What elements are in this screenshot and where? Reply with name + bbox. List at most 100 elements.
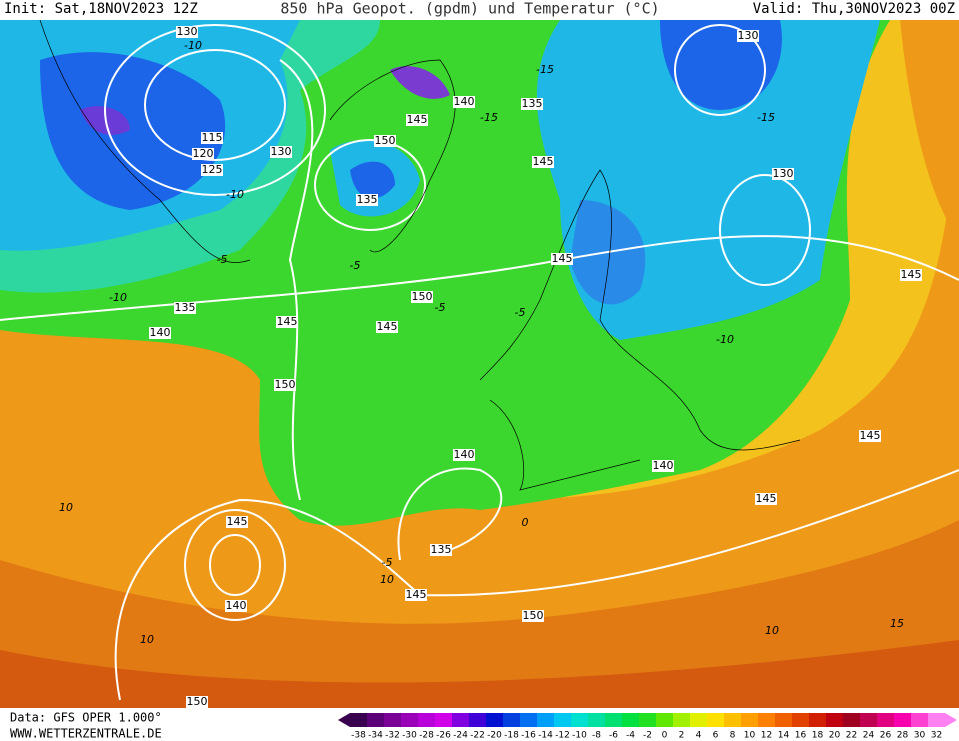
temperature-label: 10 — [140, 633, 154, 646]
temperature-label: -15 — [536, 63, 554, 76]
geopotential-label: 140 — [653, 459, 674, 472]
colorbar-label: -6 — [609, 731, 618, 741]
label-box — [755, 493, 777, 505]
colorbar-label: 28 — [897, 731, 909, 741]
temperature-label: -5 — [435, 301, 446, 314]
colorbar-label: -38 — [351, 731, 366, 741]
colorbar-label: -18 — [504, 731, 519, 741]
warm-field — [0, 640, 959, 708]
geopotential-label: 120 — [193, 147, 214, 160]
label-box — [201, 132, 223, 144]
temperature-label: -10 — [226, 188, 244, 201]
label-box — [521, 98, 543, 110]
temperature-label: 10 — [765, 624, 779, 637]
temperature-label: -5 — [382, 556, 393, 569]
colorbar-segment — [452, 713, 470, 727]
colorbar-label: -28 — [419, 731, 434, 741]
colorbar-segment — [520, 713, 538, 727]
label-box — [356, 194, 378, 206]
colorbar-label: 8 — [730, 731, 736, 741]
geopotential-label: 130 — [271, 145, 292, 158]
label-box — [430, 544, 452, 556]
colorbar: -38 -34 -32 -30 -28 -26 -24 -22 -20 -18 -16 -14 -12-… — [338, 713, 957, 741]
colorbar-segment — [367, 713, 385, 727]
colorbar-label: 0 — [662, 731, 668, 741]
colorbar-segment — [690, 713, 708, 727]
geopotential-label: 145 — [227, 515, 248, 528]
contour-labels: 1301151201251301401451501351351451301301… — [59, 25, 922, 708]
cold-core — [350, 161, 395, 199]
colorbar-label: 16 — [795, 731, 807, 741]
label-box — [900, 269, 922, 281]
temperature-label: -15 — [757, 111, 775, 124]
cold-core — [40, 52, 226, 211]
geopotential-label: 145 — [277, 315, 298, 328]
colorbar-label: -10 — [572, 731, 587, 741]
label-box — [174, 302, 196, 314]
label-box — [406, 114, 428, 126]
colorbar-label: 30 — [914, 731, 926, 741]
label-box — [374, 135, 396, 147]
colorbar-segment — [639, 713, 657, 727]
colorbar-segment — [588, 713, 606, 727]
colorbar-segment — [792, 713, 810, 727]
colorbar-segment — [928, 713, 946, 727]
temperature-label: -10 — [109, 291, 127, 304]
label-box — [411, 291, 433, 303]
colorbar-segment — [843, 713, 861, 727]
label-box — [226, 516, 248, 528]
colorbar-segment — [809, 713, 827, 727]
label-box — [274, 379, 296, 391]
label-box — [652, 460, 674, 472]
colorbar-segment — [707, 713, 725, 727]
data-source: Data: GFS OPER 1.000° — [10, 711, 162, 725]
label-box — [276, 316, 298, 328]
colorbar-label: 6 — [713, 731, 719, 741]
colorbar-segment — [350, 713, 368, 727]
colorbar-label: -12 — [555, 731, 570, 741]
colorbar-segment — [571, 713, 589, 727]
colorbar-label: -16 — [521, 731, 536, 741]
geopotential-label: 145 — [901, 268, 922, 281]
geopotential-label: 135 — [431, 543, 452, 556]
geopotential-label: 145 — [860, 429, 881, 442]
label-box — [225, 600, 247, 612]
colorbar-segment — [605, 713, 623, 727]
colorbar-label: 2 — [679, 731, 685, 741]
temperature-label: -10 — [716, 333, 734, 346]
geopotential-label: 140 — [226, 599, 247, 612]
colorbar-segment — [384, 713, 402, 727]
colorbar-label: 20 — [829, 731, 841, 741]
colorbar-segment — [673, 713, 691, 727]
geopotential-label: 140 — [454, 95, 475, 108]
label-box — [201, 164, 223, 176]
colorbar-segment — [656, 713, 674, 727]
label-box — [176, 26, 198, 38]
temperature-label: -5 — [350, 259, 361, 272]
map-title: 850 hPa Geopot. (gpdm) und Temperatur (°… — [280, 0, 659, 18]
label-box — [532, 156, 554, 168]
label-box — [186, 696, 208, 708]
init-time: Init: Sat,18NOV2023 12Z — [4, 1, 198, 17]
colorbar-segment — [486, 713, 504, 727]
colorbar-label: -2 — [643, 731, 652, 741]
temperature-label: 10 — [380, 573, 394, 586]
colorbar-segment — [826, 713, 844, 727]
label-box — [737, 30, 759, 42]
label-box — [376, 321, 398, 333]
colorbar-segment — [469, 713, 487, 727]
geopotential-label: 150 — [187, 695, 208, 708]
geopotential-label: 140 — [150, 326, 171, 339]
label-box — [192, 148, 214, 160]
label-box — [453, 449, 475, 461]
coastlines — [39, 20, 801, 491]
warm-field — [900, 20, 959, 240]
colorbar-label: 10 — [744, 731, 756, 741]
colorbar-label: -34 — [368, 731, 383, 741]
geopotential-label: 150 — [412, 290, 433, 303]
temperature-label: 15 — [890, 617, 904, 630]
colorbar-label: 22 — [846, 731, 857, 741]
geopotential-label: 145 — [407, 113, 428, 126]
temperature-label: -5 — [217, 253, 228, 266]
